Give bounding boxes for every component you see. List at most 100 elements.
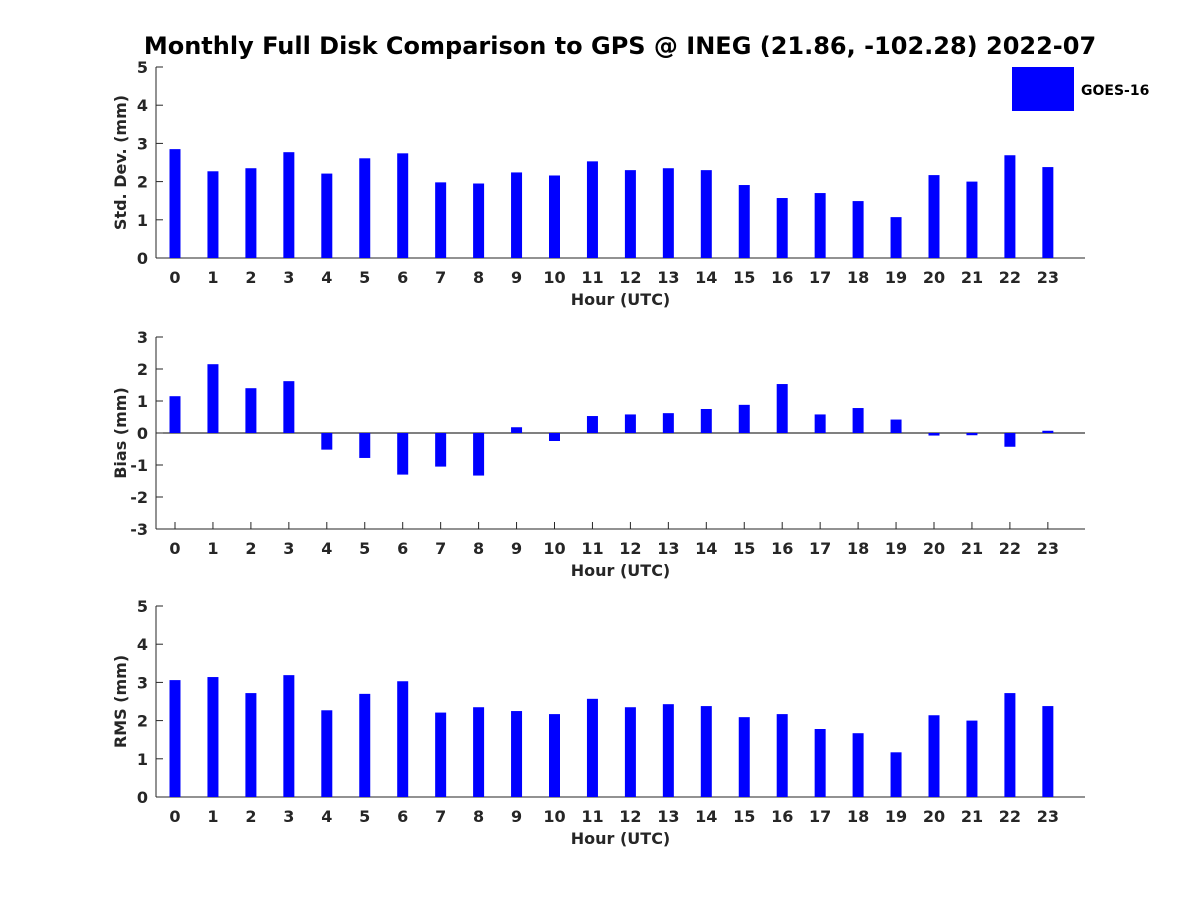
- bias-x-tick-label: 7: [435, 539, 446, 558]
- bias-x-tick-label: 23: [1037, 539, 1059, 558]
- std-dev-bar: [359, 158, 371, 258]
- rms-x-tick-label: 4: [321, 807, 332, 826]
- rms-x-tick-label: 8: [473, 807, 484, 826]
- std-dev-bar: [549, 175, 560, 258]
- bias-bar: [776, 384, 788, 433]
- rms-bar: [511, 711, 523, 797]
- rms-bar: [245, 693, 257, 797]
- std-dev-bar: [738, 185, 750, 258]
- legend-label: GOES-16: [1081, 83, 1149, 99]
- rms-bar: [359, 693, 371, 797]
- rms-x-tick-label: 2: [245, 807, 256, 826]
- std-dev-x-tick-label: 15: [733, 268, 755, 287]
- rms-bar: [169, 680, 181, 797]
- rms-bar: [435, 712, 447, 797]
- std-dev-bar: [624, 170, 636, 258]
- bias-bar: [928, 433, 940, 436]
- std-dev-bar: [890, 217, 902, 258]
- std-dev-x-tick-label: 1: [207, 268, 218, 287]
- rms-x-tick-label: 5: [359, 807, 370, 826]
- std-dev-x-tick-label: 0: [169, 268, 180, 287]
- std-dev-bar: [511, 172, 523, 258]
- rms-x-tick-label: 15: [733, 807, 755, 826]
- std-dev-y-tick-label: 4: [137, 96, 148, 115]
- std-dev-bar: [1004, 155, 1016, 258]
- rms-x-tick-label: 17: [809, 807, 831, 826]
- bias-bar: [890, 419, 902, 433]
- bias-y-tick-label: 2: [137, 360, 148, 379]
- rms-y-tick-label: 3: [137, 673, 148, 692]
- std-dev-x-tick-label: 14: [695, 268, 717, 287]
- legend: GOES-16: [1012, 67, 1149, 111]
- std-dev-x-tick-label: 22: [999, 268, 1021, 287]
- bias-bar: [624, 414, 636, 433]
- std-dev-x-tick-label: 19: [885, 268, 907, 287]
- rms-bar: [624, 707, 636, 797]
- bias-x-tick-label: 8: [473, 539, 484, 558]
- bias-x-tick-label: 15: [733, 539, 755, 558]
- rms-y-tick-label: 4: [137, 635, 148, 654]
- bias-x-tick-label: 1: [207, 539, 218, 558]
- rms-x-tick-label: 12: [619, 807, 641, 826]
- rms-x-tick-label: 7: [435, 807, 446, 826]
- rms-y-tick-label: 5: [137, 597, 148, 616]
- rms-x-tick-label: 21: [961, 807, 983, 826]
- std-dev-y-tick-label: 2: [137, 173, 148, 192]
- bias-x-tick-label: 6: [397, 539, 408, 558]
- rms-bar: [283, 675, 295, 797]
- bias-x-tick-label: 0: [169, 539, 180, 558]
- bias-bar: [321, 433, 333, 450]
- legend-swatch: [1012, 67, 1074, 111]
- bias-y-tick-label: -1: [130, 456, 148, 475]
- rms-bar: [207, 677, 219, 797]
- std-dev-x-tick-label: 3: [283, 268, 294, 287]
- rms-y-axis-label: RMS (mm): [111, 655, 130, 748]
- rms-bar: [1004, 693, 1016, 797]
- rms-x-tick-label: 23: [1037, 807, 1059, 826]
- std-dev-x-tick-label: 21: [961, 268, 983, 287]
- bias-x-tick-label: 18: [847, 539, 869, 558]
- bias-x-tick-label: 16: [771, 539, 793, 558]
- bias-x-tick-label: 17: [809, 539, 831, 558]
- rms-bar: [890, 752, 902, 797]
- bias-x-tick-label: 4: [321, 539, 332, 558]
- std-dev-x-tick-label: 23: [1037, 268, 1059, 287]
- std-dev-bar: [928, 175, 940, 258]
- std-dev-x-tick-label: 8: [473, 268, 484, 287]
- rms-x-tick-label: 13: [657, 807, 679, 826]
- bias-bar: [245, 388, 257, 433]
- bias-y-tick-label: 3: [137, 328, 148, 347]
- std-dev-x-tick-label: 17: [809, 268, 831, 287]
- std-dev-bar: [207, 171, 219, 258]
- rms-y-tick-label: 1: [137, 750, 148, 769]
- std-dev-x-tick-label: 13: [657, 268, 679, 287]
- bias-x-tick-label: 10: [543, 539, 565, 558]
- bias-x-tick-label: 5: [359, 539, 370, 558]
- bias-bar: [169, 396, 181, 433]
- bias-x-tick-label: 14: [695, 539, 717, 558]
- bias-y-tick-label: -3: [130, 520, 148, 539]
- std-dev-x-axis-label: Hour (UTC): [571, 290, 671, 309]
- std-dev-x-tick-label: 4: [321, 268, 332, 287]
- bias-x-tick-label: 9: [511, 539, 522, 558]
- bias-bar: [814, 414, 826, 433]
- std-dev-x-tick-label: 2: [245, 268, 256, 287]
- bias-x-tick-label: 11: [581, 539, 603, 558]
- std-dev-bar: [966, 181, 978, 258]
- std-dev-bar: [776, 198, 788, 258]
- bias-y-tick-label: -2: [130, 488, 148, 507]
- rms-x-tick-label: 9: [511, 807, 522, 826]
- bias-y-tick-label: 0: [137, 424, 148, 443]
- bias-x-tick-label: 12: [619, 539, 641, 558]
- bias-x-tick-label: 13: [657, 539, 679, 558]
- bias-bar: [966, 433, 978, 436]
- rms-bar: [321, 710, 333, 797]
- bias-x-tick-label: 22: [999, 539, 1021, 558]
- rms-x-tick-label: 14: [695, 807, 717, 826]
- rms-bar: [662, 704, 674, 797]
- std-dev-x-tick-label: 20: [923, 268, 945, 287]
- std-dev-bar: [1042, 167, 1054, 258]
- std-dev-x-tick-label: 12: [619, 268, 641, 287]
